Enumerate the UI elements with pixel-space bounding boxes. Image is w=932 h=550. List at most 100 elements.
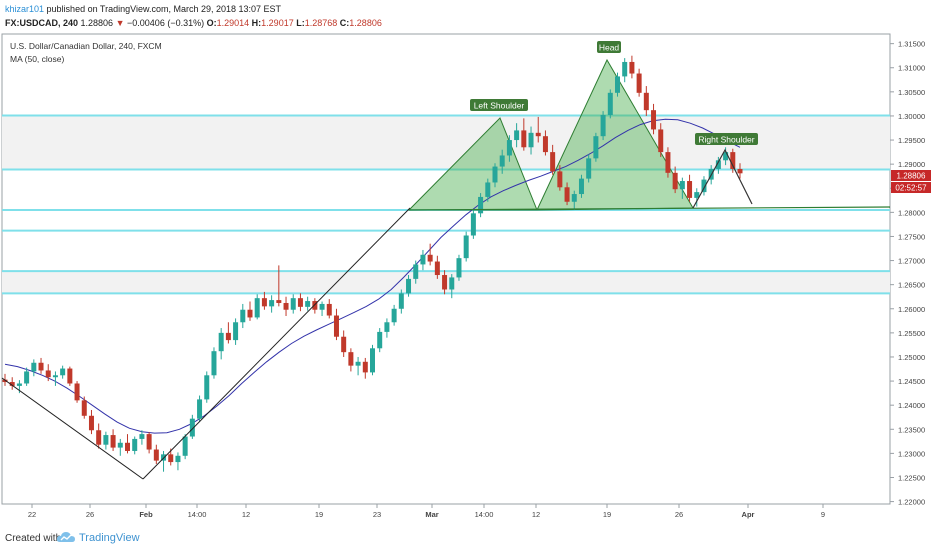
y-tick-label: 1.30000	[898, 112, 925, 121]
candle	[67, 368, 73, 384]
author-link[interactable]: khizar101	[5, 4, 45, 14]
down-arrow-icon: ▼	[115, 18, 125, 28]
chart-header: khizar101 published on TradingView.com, …	[0, 0, 932, 32]
candle	[449, 277, 455, 290]
chart-title: U.S. Dollar/Canadian Dollar, 240, FXCM	[10, 41, 162, 51]
indicator-label: MA (50, close)	[10, 54, 64, 64]
moving-average-line	[4, 118, 741, 434]
candle	[413, 264, 419, 279]
candle	[16, 383, 22, 386]
candle	[2, 379, 8, 383]
candle	[636, 73, 642, 93]
symbol-label: FX:USDCAD, 240	[5, 18, 79, 28]
chart-area[interactable]: 1.31500 1.31000 1.30500 1.30000 1.29500 1.290…	[0, 32, 932, 524]
y-tick-label: 1.27500	[898, 232, 925, 241]
candle	[305, 301, 311, 307]
candle	[103, 435, 109, 445]
candle	[391, 308, 397, 323]
candle	[146, 434, 152, 450]
candle	[247, 309, 253, 318]
candle	[132, 438, 138, 451]
candle	[312, 301, 318, 310]
x-tick-label: 19	[603, 510, 611, 519]
x-tick-label: 12	[532, 510, 540, 519]
candle	[81, 400, 87, 416]
label-left-shoulder[interactable]: Left Shoulder	[470, 99, 528, 111]
candle	[694, 192, 700, 198]
candle	[427, 254, 433, 262]
y-tick-label: 1.25000	[898, 353, 925, 362]
candle	[593, 136, 599, 159]
neckline[interactable]	[408, 206, 891, 211]
candle	[492, 166, 498, 183]
candle	[225, 332, 231, 341]
y-tick-label: 1.31500	[898, 40, 925, 49]
candle	[672, 172, 678, 190]
label-right-shoulder[interactable]: Right Shoulder	[695, 133, 758, 145]
candle	[456, 258, 462, 278]
price-chart[interactable]: 1.31500 1.31000 1.30500 1.30000 1.29500 1.290…	[0, 32, 932, 524]
candle	[348, 352, 354, 366]
candle	[586, 158, 592, 179]
candle	[665, 152, 671, 173]
candle	[615, 76, 620, 93]
candle	[485, 182, 491, 197]
candle	[643, 92, 649, 111]
candle	[470, 213, 476, 236]
countdown-label: 02:52:57	[895, 184, 927, 193]
candle	[125, 442, 130, 451]
candle	[153, 449, 159, 461]
candle	[362, 361, 368, 373]
low-label: L:	[296, 18, 305, 28]
candle	[139, 434, 145, 439]
candle	[88, 415, 94, 431]
y-tick-label: 1.26000	[898, 305, 925, 314]
candle	[658, 129, 664, 153]
x-tick-label: 9	[821, 510, 825, 519]
last-price: 1.28806	[80, 18, 114, 28]
candle	[197, 399, 203, 419]
candle	[283, 302, 289, 310]
candle	[542, 136, 548, 153]
y-tick-label: 1.29500	[898, 136, 925, 145]
candle	[319, 303, 325, 310]
downtrend-line[interactable]	[1, 377, 144, 480]
candle	[406, 278, 412, 294]
candle	[110, 435, 116, 448]
x-tick-label: 23	[373, 510, 381, 519]
uptrend-line[interactable]	[142, 207, 411, 480]
candle	[442, 275, 448, 290]
open-label: O:	[206, 18, 217, 28]
y-tick-label: 1.22000	[898, 498, 925, 507]
candle	[168, 454, 174, 463]
y-tick-label: 1.22500	[898, 473, 925, 482]
x-tick-label: 14:00	[475, 510, 494, 519]
candle	[398, 293, 404, 309]
y-tick-label: 1.31000	[898, 64, 925, 73]
last-price-tag: 1.28806 02:52:57	[891, 170, 931, 193]
candle	[499, 155, 505, 167]
candle	[60, 368, 66, 376]
y-tick-label: 1.25500	[898, 329, 925, 338]
candle	[622, 61, 628, 77]
candle	[463, 235, 469, 259]
label-head[interactable]: Head	[597, 41, 621, 53]
candle	[420, 254, 426, 265]
candle	[204, 375, 210, 400]
published-text: published on TradingView.com, March 29, …	[46, 4, 282, 14]
candle	[478, 196, 484, 214]
close-label: C:	[339, 18, 350, 28]
x-tick-label: Mar	[425, 510, 438, 519]
candle	[384, 322, 390, 332]
candle	[629, 61, 635, 74]
tradingview-brand[interactable]: TradingView	[79, 532, 140, 544]
candle	[578, 178, 584, 195]
y-tick-label: 1.26500	[898, 281, 925, 290]
candle	[240, 309, 246, 323]
candle	[211, 351, 217, 376]
right-shoulder-projection[interactable]	[692, 148, 753, 209]
candle	[370, 348, 375, 373]
y-tick-label: 1.24000	[898, 401, 925, 410]
candle	[521, 130, 527, 148]
candle	[74, 383, 80, 401]
